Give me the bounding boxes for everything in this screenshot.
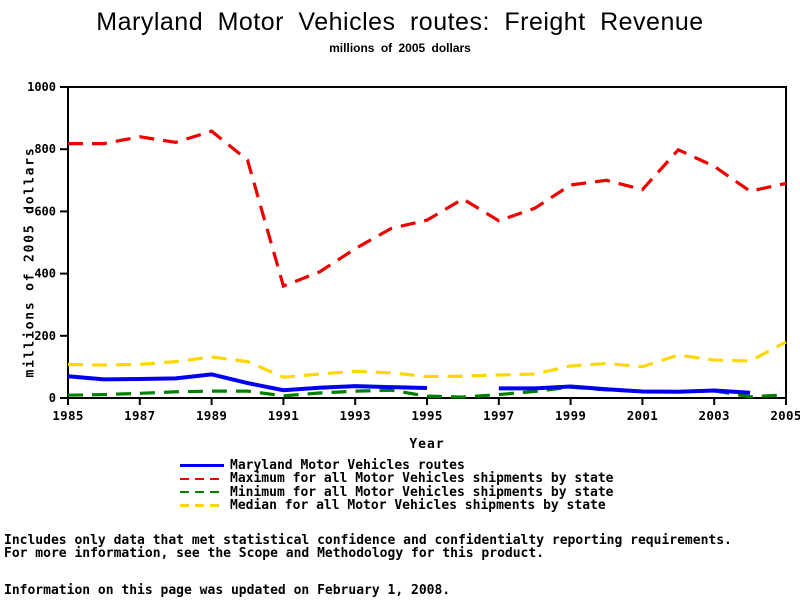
x-tick-label: 1989 — [196, 408, 227, 423]
legend-item-maryland: Maryland Motor Vehicles routes — [180, 458, 614, 474]
chart-legend: Maryland Motor Vehicles routes Maximum f… — [180, 458, 614, 514]
legend-line-swatch-green — [180, 490, 224, 494]
legend-item-maximum: Maximum for all Motor Vehicles shipments… — [180, 471, 614, 487]
series-line — [68, 129, 787, 289]
legend-label: Maryland Motor Vehicles routes — [230, 458, 465, 474]
x-tick-label: 1997 — [483, 408, 514, 423]
legend-item-minimum: Minimum for all Motor Vehicles shipments… — [180, 484, 614, 500]
x-tick-label: 1991 — [268, 408, 299, 423]
legend-label: Minimum for all Motor Vehicles shipments… — [230, 484, 614, 500]
chart-subtitle: millions of 2005 dollars — [329, 41, 471, 55]
y-tick-label: 1000 — [27, 80, 56, 94]
x-tick-label: 1995 — [411, 408, 442, 423]
series-line — [67, 385, 787, 399]
series-line — [67, 372, 428, 393]
series-line — [67, 340, 787, 379]
legend-line-swatch-blue — [180, 464, 224, 468]
y-tick-label: 200 — [34, 329, 56, 343]
chart-title: Maryland Motor Vehicles routes: Freight … — [96, 8, 704, 36]
y-tick-label: 800 — [34, 142, 56, 156]
y-tick-label: 600 — [34, 204, 56, 218]
x-tick-label: 2005 — [770, 408, 800, 423]
footnote-line-2: For more information, see the Scope and … — [4, 546, 545, 561]
x-axis-label: Year — [409, 437, 445, 452]
legend-line-swatch-yellow — [180, 504, 224, 507]
line-chart-plot: 0 200 400 600 800 1000 1985 1987 1989 1991 1993 199… — [27, 80, 800, 423]
footnote-line-1: Includes only data that met statistical … — [4, 533, 732, 548]
y-axis-label: millions of 2005 dollars — [22, 146, 38, 378]
x-tick-label: 2003 — [699, 408, 730, 423]
x-tick-label: 1987 — [124, 408, 155, 423]
legend-line-swatch-red — [180, 477, 224, 481]
series-line — [498, 384, 751, 395]
legend-label: Maximum for all Motor Vehicles shipments… — [230, 471, 614, 487]
x-tick-label: 1985 — [52, 408, 83, 423]
x-tick-label: 2001 — [627, 408, 658, 423]
x-tick-label: 1999 — [555, 408, 586, 423]
update-note: Information on this page was updated on … — [4, 583, 451, 598]
legend-item-median: Median for all Motor Vehicles shipments … — [180, 498, 614, 514]
x-tick-label: 1993 — [340, 408, 371, 423]
y-tick-label: 0 — [49, 391, 56, 405]
plot-frame — [67, 86, 787, 399]
y-tick-label: 400 — [34, 267, 56, 281]
legend-label: Median for all Motor Vehicles shipments … — [230, 498, 606, 514]
